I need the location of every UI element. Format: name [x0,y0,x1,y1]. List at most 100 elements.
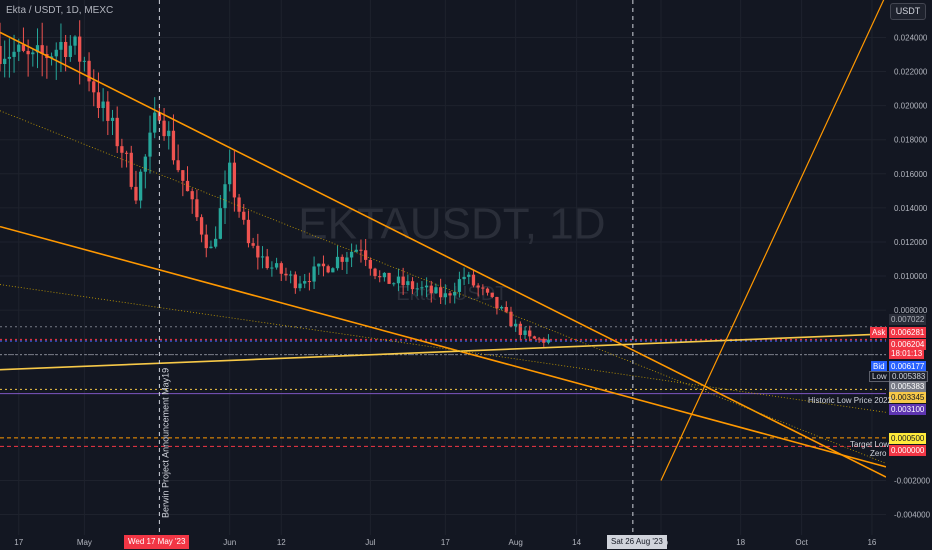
x-tick-label: Oct [795,538,808,547]
candle-body [153,112,157,133]
candle-body [289,274,293,276]
candle-body [448,293,452,296]
y-tick-label: 0.016000 [894,170,928,179]
candle-body [54,49,58,57]
bid-tag: Bid [871,361,887,372]
low-tag: Low [869,371,890,382]
candle-body [21,44,26,51]
trendline-support-lower [0,225,887,468]
y-tick-label: 0.010000 [894,272,928,281]
candle-body [167,130,171,137]
y-tick-label: 0.024000 [894,33,928,42]
candle-body [326,266,330,273]
candle-body [134,186,138,201]
crosshair-date-left: Wed 17 May '23 [124,535,190,549]
candle-body [162,120,166,137]
candle-body [101,101,105,108]
currency-button[interactable]: USDT [890,3,926,20]
candle-body [59,41,63,50]
candle-body [63,41,68,58]
y-tick-label: 0.008000 [894,306,928,315]
candle-body [514,323,518,327]
candle-body [171,130,176,161]
candle-body [293,274,297,289]
zero-label: 0.000000 [889,445,927,456]
y-tick-label: 0.022000 [894,68,928,77]
candle-body [213,238,218,247]
candle-body [481,287,485,289]
candle-body [335,256,340,269]
candle-body [504,306,508,312]
x-tick-label: May [77,538,92,547]
candle-body [199,217,204,235]
candle-body [232,162,237,198]
candle-body [12,51,16,57]
target-low-label: 0.000500 [889,433,927,444]
candle-body [279,263,283,274]
candle-body [312,266,316,282]
candle-body [546,339,551,343]
level-label-a: 0.007022 [889,314,927,325]
candle-body [424,285,429,288]
x-tick-label: Jun [223,538,236,547]
current-price-label: 0.006204 [889,339,927,350]
y-tick-label: 0.012000 [894,238,928,247]
level-label-c: 0.003345 [889,392,927,403]
candle-body [378,276,382,278]
candle-body [443,293,447,298]
candle-body [124,152,129,154]
candle-body [190,191,194,200]
trendline-resistance [0,31,887,478]
candle-body [265,256,269,269]
price-axis-bg [886,0,932,550]
candle-body [129,152,133,187]
candle-body [354,249,358,252]
candle-body [349,251,354,258]
candle-body [467,274,471,277]
candle-body [392,283,396,285]
y-tick-label: -0.004000 [894,511,931,520]
candle-body [401,276,405,286]
candle-body [368,259,372,269]
candle-body [495,296,499,309]
candle-body [87,60,91,82]
candle-body [523,330,527,335]
candle-body [406,281,410,286]
candle-body [78,36,82,62]
candle-body [195,199,199,218]
candle-body [471,274,476,286]
target-low-text: Target Low [850,440,890,449]
crosshair-date-right: Sat 26 Aug '23 [607,535,667,549]
candle-body [528,330,532,337]
candle-body [138,171,143,201]
candle-body [462,276,466,280]
x-tick-label: 17 [441,538,450,547]
candle-body [387,272,391,284]
y-tick-label: -0.002000 [894,476,931,485]
candle-body [157,112,162,121]
x-tick-label: 17 [14,538,23,547]
countdown-label: 18:01:13 [889,348,925,359]
candle-body [509,311,513,327]
candle-body [242,211,246,220]
candle-body [31,52,35,55]
candle-body [499,306,504,309]
candle-body [120,146,124,153]
candle-body [542,338,546,343]
level-label-b: 0.005383 [889,381,927,392]
candle-body [92,81,96,93]
candle-body [3,58,7,65]
candle-body [106,101,110,121]
candle-body [143,156,147,172]
candle-body [115,117,119,147]
candle-body [148,132,152,157]
candle-body [518,323,522,335]
candle-body [274,263,279,268]
candle-body [40,45,44,54]
candle-body [303,281,307,284]
candle-body [204,234,208,249]
candle-body [35,45,40,53]
candle-body [176,160,180,171]
